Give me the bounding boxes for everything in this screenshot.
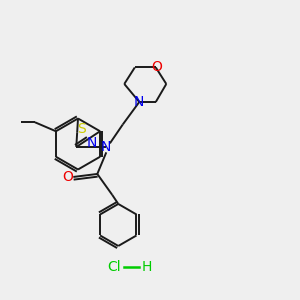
- Text: O: O: [151, 60, 162, 74]
- Text: H: H: [142, 260, 152, 274]
- Text: S: S: [77, 122, 86, 136]
- Text: Cl: Cl: [107, 260, 121, 274]
- Text: N: N: [134, 95, 145, 109]
- Text: N: N: [101, 140, 112, 154]
- Text: O: O: [62, 170, 73, 184]
- Text: N: N: [87, 136, 97, 150]
